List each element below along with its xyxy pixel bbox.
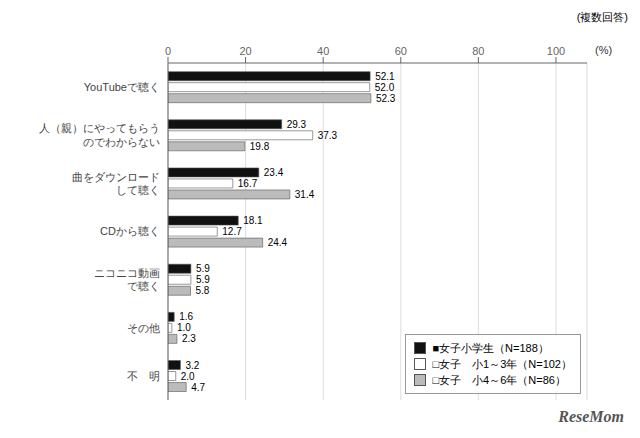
svg-text:23.4: 23.4 [264,167,284,178]
html-text:ReseMom: ReseMom [558,408,624,425]
html-text:(複数回答): (複数回答) [576,11,628,23]
svg-text:100: 100 [547,45,565,57]
svg-text:24.4: 24.4 [268,237,288,248]
svg-text:1.0: 1.0 [177,322,191,333]
svg-text:3.2: 3.2 [185,360,199,371]
svg-text:2.0: 2.0 [181,371,195,382]
svg-text:29.3: 29.3 [287,119,307,130]
svg-text:52.0: 52.0 [375,82,395,93]
svg-text:20: 20 [239,45,251,57]
svg-text:不 明: 不 明 [127,370,160,382]
svg-text:その他: その他 [127,322,160,334]
html-text:□女子 小4～6年（N=86）: □女子 小4～6年（N=86） [432,374,566,386]
svg-text:5.9: 5.9 [196,263,210,274]
svg-text:0: 0 [165,45,171,57]
svg-text:5.9: 5.9 [196,274,210,285]
svg-text:CDから聴く: CDから聴く [100,225,160,237]
svg-text:YouTubeで聴く: YouTubeで聴く [84,81,160,93]
svg-text:52.1: 52.1 [375,71,395,82]
html-text:■女子小学生（N=188）: ■女子小学生（N=188） [432,342,549,354]
svg-text:5.8: 5.8 [196,285,210,296]
svg-text:人（親）にやってもらうのでわからない: 人（親）にやってもらうのでわからない [39,122,160,147]
svg-text:18.1: 18.1 [243,215,263,226]
svg-text:16.7: 16.7 [238,178,258,189]
svg-text:2.3: 2.3 [182,333,196,344]
svg-text:曲をダウンロードして聴く: 曲をダウンロードして聴く [72,171,160,196]
svg-text:1.6: 1.6 [179,311,193,322]
svg-text:(%): (%) [595,44,612,56]
svg-text:31.4: 31.4 [295,189,315,200]
svg-text:12.7: 12.7 [222,226,242,237]
svg-text:19.8: 19.8 [250,141,270,152]
svg-text:40: 40 [317,45,329,57]
svg-text:4.7: 4.7 [191,382,205,393]
svg-text:52.3: 52.3 [376,93,396,104]
svg-text:60: 60 [395,45,407,57]
svg-text:ニコニコ動画で聴く: ニコニコ動画で聴く [94,267,160,292]
svg-text:37.3: 37.3 [318,130,338,141]
html-text:□女子 小1～3年（N=102）: □女子 小1～3年（N=102） [432,358,572,370]
svg-text:80: 80 [472,45,484,57]
